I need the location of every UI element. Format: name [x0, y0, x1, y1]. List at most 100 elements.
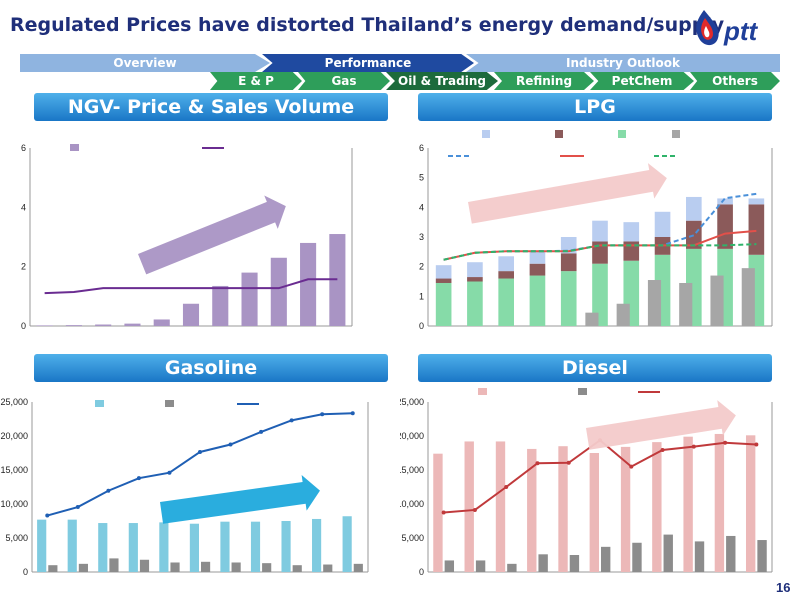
- line-point: [320, 412, 325, 417]
- bar-sales-vol: [250, 521, 261, 572]
- bar-sales-vol: [464, 441, 474, 572]
- bar-export: [475, 560, 486, 572]
- section-title-diesel: Diesel: [418, 354, 772, 382]
- bar-sales-vol: [159, 522, 169, 572]
- bar-sales-vol: [558, 446, 568, 572]
- arrow-shape: [586, 400, 736, 450]
- nav-refining[interactable]: Refining: [494, 72, 594, 90]
- bar-export: [109, 558, 119, 572]
- bar-industry: [717, 198, 733, 205]
- bar-sales-vol: [589, 453, 599, 572]
- ngv-chart: 0 2 4 6: [21, 143, 353, 331]
- line-point: [136, 476, 141, 481]
- line-point: [566, 460, 571, 465]
- left-tick-label: 5,000: [5, 533, 28, 543]
- lpg-chart: 0 1 2 3 4 5 6: [419, 130, 773, 331]
- bar-industry: [748, 198, 765, 205]
- left-tick-label: 15,000: [0, 465, 28, 475]
- bar-export: [353, 563, 363, 572]
- bar: [95, 324, 112, 326]
- arrow-shape: [160, 475, 320, 524]
- left-tick-label: 20,000: [0, 431, 28, 441]
- line-point: [754, 442, 759, 447]
- bar-import: [710, 275, 724, 326]
- bar-household: [435, 282, 452, 326]
- bar-household: [498, 278, 514, 326]
- bar-export: [538, 554, 548, 572]
- bar-sales-vol: [495, 441, 506, 572]
- legend-swatch: [95, 400, 104, 407]
- nav-ep[interactable]: E & P: [210, 72, 302, 90]
- nav-others[interactable]: Others: [690, 72, 780, 90]
- arrow-shape: [468, 163, 667, 224]
- cagr-arrow: [586, 400, 736, 450]
- line-point: [167, 470, 172, 475]
- ptt-logo: ptt: [696, 10, 759, 46]
- line-price-rhs-: [443, 438, 757, 514]
- bar-export: [632, 542, 642, 572]
- bar-sales-vol: [189, 523, 199, 572]
- bar-sales-vol: [220, 521, 230, 572]
- line-point: [259, 429, 264, 434]
- bar-export: [48, 565, 58, 572]
- nav-oil-trading[interactable]: Oil & Trading: [386, 72, 498, 90]
- line-point: [535, 461, 540, 466]
- bar-auto: [560, 253, 577, 272]
- bar-sales-vol: [683, 436, 693, 572]
- legend-swatch: [165, 400, 174, 407]
- bar-export: [170, 562, 180, 572]
- left-tick-label: 4: [419, 202, 424, 212]
- bar: [153, 319, 170, 326]
- line-point: [289, 418, 294, 423]
- gasoline-chart: 0 5,000 10,000 15,000 20,000 25,000: [0, 397, 369, 577]
- bar-industry: [654, 211, 671, 237]
- nav-petchem[interactable]: PetChem: [590, 72, 694, 90]
- nav-industry-outlook[interactable]: Industry Outlook: [466, 54, 780, 72]
- bar-auto: [748, 204, 765, 255]
- bar-industry: [498, 256, 514, 272]
- left-tick-label: 0: [21, 321, 26, 331]
- nav-overview[interactable]: Overview: [20, 54, 270, 72]
- left-tick-label: 1: [419, 291, 424, 301]
- section-title-ngv: NGV- Price & Sales Volume: [34, 93, 388, 121]
- legend-swatch: [70, 144, 79, 151]
- bar-auto: [467, 277, 483, 282]
- left-tick-label: 2: [419, 262, 424, 272]
- bar-auto: [498, 271, 514, 279]
- bar-household: [529, 275, 546, 326]
- section-title-lpg: LPG: [418, 93, 772, 121]
- line-point: [198, 449, 202, 454]
- page-number: 16: [776, 580, 791, 595]
- nav-gas[interactable]: Gas: [298, 72, 390, 90]
- left-tick-label: 25,000: [0, 397, 28, 407]
- bar-sales-vol: [37, 519, 47, 572]
- bar-export: [262, 563, 272, 572]
- bar-sales-vol: [342, 516, 352, 572]
- bar-export: [78, 563, 88, 572]
- nav-performance[interactable]: Performance: [262, 54, 474, 72]
- logo-text: ptt: [723, 16, 759, 46]
- left-tick-label: 15,000: [400, 465, 424, 475]
- bar-household: [592, 263, 608, 326]
- bar-auto: [435, 278, 452, 283]
- legend-swatch: [555, 130, 563, 138]
- bar-industry: [435, 265, 452, 279]
- bar-household: [467, 281, 483, 326]
- legend-swatch: [578, 388, 587, 395]
- bar-auto: [717, 204, 733, 249]
- left-tick-label: 0: [419, 321, 424, 331]
- bar: [36, 325, 53, 326]
- legend-swatch: [672, 130, 680, 138]
- bar-industry: [467, 262, 483, 278]
- left-tick-label: 10,000: [400, 499, 424, 509]
- bar: [124, 323, 141, 326]
- arrow-shape: [138, 195, 286, 275]
- cagr-arrow: [138, 195, 286, 275]
- line-point: [723, 440, 728, 445]
- bar-sales-vol: [312, 518, 322, 572]
- bar-export: [569, 555, 580, 572]
- left-tick-label: 3: [419, 232, 424, 242]
- section-title-gasoline: Gasoline: [34, 354, 388, 382]
- page-title: Regulated Prices have distorted Thailand…: [10, 14, 725, 36]
- line-point: [660, 448, 665, 453]
